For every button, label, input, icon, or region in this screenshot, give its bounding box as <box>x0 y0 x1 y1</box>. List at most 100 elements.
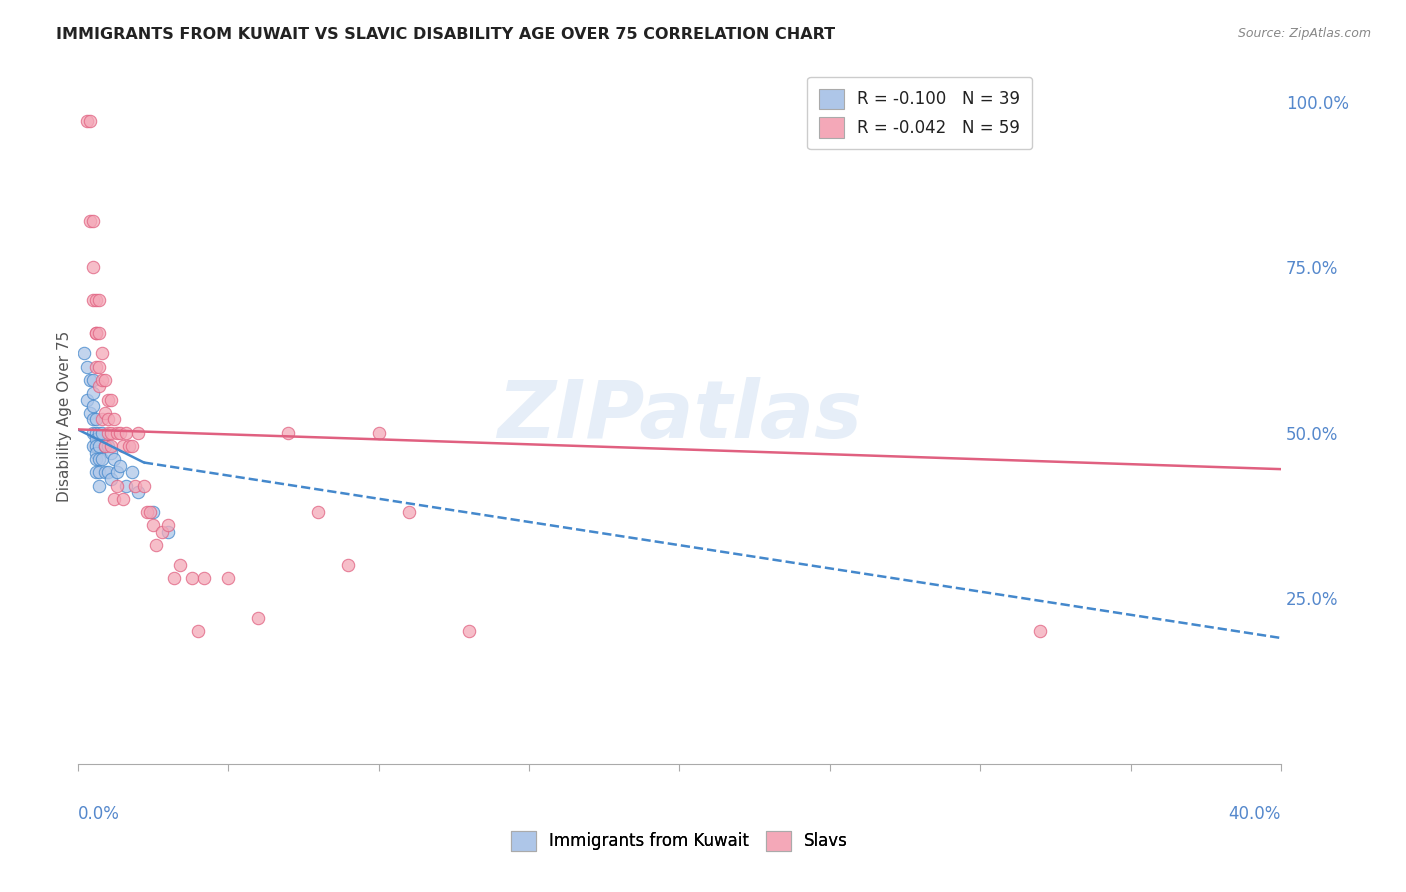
Point <box>100 445 122 459</box>
Point <box>84 412 107 426</box>
Point <box>111 491 134 506</box>
Point <box>121 439 143 453</box>
Point <box>94 373 117 387</box>
Point <box>97 425 120 440</box>
Point <box>135 505 157 519</box>
Point <box>84 326 107 341</box>
Legend: Immigrants from Kuwait, Slavs: Immigrants from Kuwait, Slavs <box>501 821 858 861</box>
Point <box>193 571 215 585</box>
Point <box>127 425 149 440</box>
Point <box>108 425 131 440</box>
Point <box>115 425 138 440</box>
Point <box>142 518 165 533</box>
Point <box>87 425 110 440</box>
Point <box>87 452 110 467</box>
Point <box>84 439 107 453</box>
Point <box>82 373 104 387</box>
Point <box>97 412 120 426</box>
Point <box>94 439 117 453</box>
Point <box>105 479 128 493</box>
Point <box>87 293 110 308</box>
Point <box>79 406 101 420</box>
Point <box>100 425 122 440</box>
Text: ZIPatlas: ZIPatlas <box>496 377 862 455</box>
Point <box>150 524 173 539</box>
Point <box>84 445 107 459</box>
Point <box>84 326 107 341</box>
Point <box>100 392 122 407</box>
Point <box>84 466 107 480</box>
Point <box>118 439 141 453</box>
Point <box>307 505 329 519</box>
Point <box>97 466 120 480</box>
Point <box>87 466 110 480</box>
Point <box>84 433 107 447</box>
Point <box>84 452 107 467</box>
Point <box>145 538 167 552</box>
Point <box>100 472 122 486</box>
Point <box>142 505 165 519</box>
Point <box>84 425 107 440</box>
Point <box>277 425 299 440</box>
Point <box>82 214 104 228</box>
Point <box>105 425 128 440</box>
Point <box>103 491 125 506</box>
Point <box>156 524 179 539</box>
Point <box>169 558 191 573</box>
Point <box>247 611 270 625</box>
Point <box>90 425 112 440</box>
Point <box>367 425 389 440</box>
Point <box>94 466 117 480</box>
Point <box>87 379 110 393</box>
Point <box>124 479 146 493</box>
Point <box>82 399 104 413</box>
Point <box>139 505 162 519</box>
Point <box>82 293 104 308</box>
Point <box>82 386 104 401</box>
Point <box>79 114 101 128</box>
Point <box>94 439 117 453</box>
Point <box>103 452 125 467</box>
Point <box>103 412 125 426</box>
Point <box>337 558 360 573</box>
Point <box>217 571 239 585</box>
Point <box>82 260 104 275</box>
Point <box>111 439 134 453</box>
Point <box>87 479 110 493</box>
Point <box>90 412 112 426</box>
Point <box>163 571 186 585</box>
Point <box>132 479 155 493</box>
Point <box>82 439 104 453</box>
Point <box>115 479 138 493</box>
Point <box>79 214 101 228</box>
Point <box>398 505 420 519</box>
Point <box>87 439 110 453</box>
Point <box>127 485 149 500</box>
Point <box>187 624 209 639</box>
Point <box>100 439 122 453</box>
Point <box>156 518 179 533</box>
Point <box>82 412 104 426</box>
Point <box>105 466 128 480</box>
Text: IMMIGRANTS FROM KUWAIT VS SLAVIC DISABILITY AGE OVER 75 CORRELATION CHART: IMMIGRANTS FROM KUWAIT VS SLAVIC DISABIL… <box>56 27 835 42</box>
Point <box>76 359 98 374</box>
Point <box>90 346 112 360</box>
Point <box>181 571 204 585</box>
Y-axis label: Disability Age Over 75: Disability Age Over 75 <box>58 331 72 502</box>
Point <box>108 458 131 473</box>
Point <box>87 326 110 341</box>
Text: 40.0%: 40.0% <box>1229 805 1281 823</box>
Point <box>84 293 107 308</box>
Point <box>76 392 98 407</box>
Point <box>121 466 143 480</box>
Point <box>84 359 107 374</box>
Text: Source: ZipAtlas.com: Source: ZipAtlas.com <box>1237 27 1371 40</box>
Point <box>94 406 117 420</box>
Point <box>82 425 104 440</box>
Point <box>87 359 110 374</box>
Point <box>97 392 120 407</box>
Point <box>79 373 101 387</box>
Point <box>90 373 112 387</box>
Text: 0.0%: 0.0% <box>77 805 120 823</box>
Point <box>90 452 112 467</box>
